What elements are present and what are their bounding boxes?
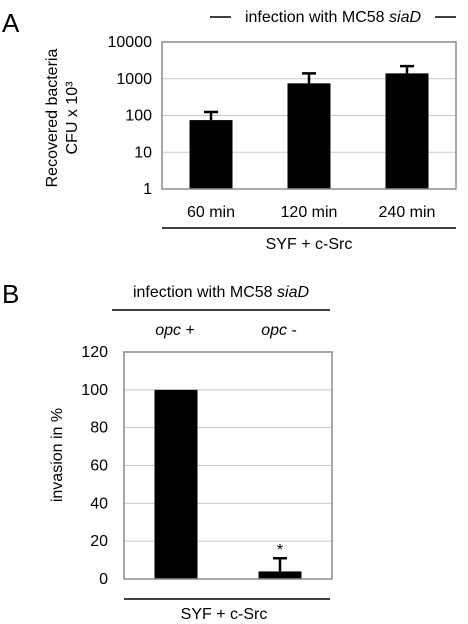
panel-b-y-tick-label: 120 (81, 344, 108, 361)
panel-b-y-tick-label: 40 (90, 495, 108, 512)
panel-a-group-label: SYF + c-Src (266, 236, 353, 253)
panel-b-letter: B (2, 279, 19, 309)
panel-a: A infection with MC58 siaD Recovered bac… (2, 8, 457, 253)
panel-a-y-tick-label: 10 (134, 144, 152, 161)
panel-b-category-label: opc + (155, 322, 195, 339)
panel-a-plot-frame (161, 41, 457, 190)
panel-b-y-tick-label: 20 (90, 533, 108, 550)
panel-a-y-tick-label: 100 (125, 108, 152, 125)
panel-b-group-label: SYF + c-Src (181, 606, 268, 623)
panel-b-y-tick-label: 80 (90, 420, 108, 437)
panel-a-bars (189, 73, 429, 189)
panel-b-bar (154, 389, 198, 579)
panel-b-ylabel: invasion in % (49, 408, 66, 502)
panel-b-categories: opc + opc - (155, 322, 297, 339)
panel-a-x-tick-label: 120 min (281, 204, 338, 221)
panel-b-bars (154, 389, 302, 579)
panel-b-y-tick-label: 100 (81, 382, 108, 399)
panel-b-significance-mark: * (277, 542, 283, 559)
panel-a-top-label: infection with MC58 siaD (245, 9, 422, 26)
panel-a-bar (287, 83, 331, 189)
panel-a-bar (385, 73, 429, 189)
panel-a-y-tick-label: 10000 (108, 34, 153, 51)
panel-a-error-bar (302, 72, 316, 84)
panel-b: B infection with MC58 siaD opc + opc - in… (2, 279, 333, 623)
panel-a-x-ticks: 60 min 120 min 240 min (187, 204, 435, 221)
panel-a-error-bar (204, 110, 218, 121)
panel-b-bar (258, 571, 302, 579)
panel-a-error-bars (204, 64, 414, 121)
panel-b-error-bar (273, 556, 287, 572)
panel-b-top-label: infection with MC58 siaD (133, 284, 310, 301)
panel-b-error-bars (273, 556, 287, 572)
panel-a-letter: A (2, 8, 20, 38)
panel-a-x-tick-label: 240 min (379, 204, 436, 221)
panel-a-error-bar (400, 64, 414, 74)
panel-b-y-ticks: 0 20 40 60 80 100 120 (81, 344, 108, 588)
panel-b-y-tick-label: 0 (99, 571, 108, 588)
panel-b-annotations: * (277, 542, 283, 559)
panel-a-y-tick-label: 1000 (116, 71, 152, 88)
panel-b-category-label: opc - (261, 322, 297, 339)
panel-a-ylabel-line2: CFU x 10³ (64, 81, 81, 155)
panel-b-y-tick-label: 60 (90, 458, 108, 475)
panel-a-y-tick-label: 1 (143, 181, 152, 198)
panel-b-plot-frame (123, 351, 333, 580)
panel-a-y-ticks: 1 10 100 1000 10000 (108, 34, 153, 198)
panel-a-ylabel-line1: Recovered bacteria (44, 49, 61, 188)
panel-a-bar (189, 120, 233, 189)
panel-a-x-tick-label: 60 min (187, 204, 235, 221)
